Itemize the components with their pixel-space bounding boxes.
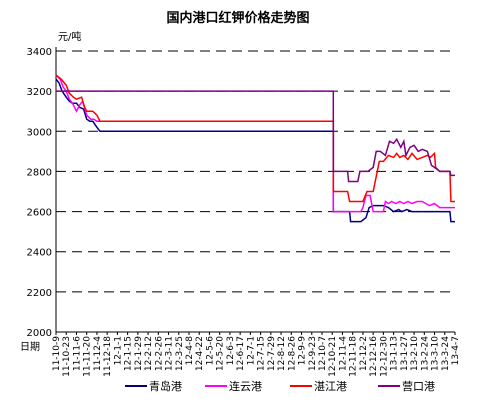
x-tick-label: 11-11-6 (72, 336, 82, 371)
x-tick-label: 11-10-9 (52, 336, 62, 371)
y-tick-label: 3200 (27, 87, 52, 98)
y-tick-label: 2000 (27, 328, 52, 339)
gridlines (56, 50, 455, 293)
x-tick-label: 12-3-11 (165, 336, 175, 371)
y-axis-unit-label: 元/吨 (58, 30, 81, 43)
x-tick-label: 13-3-10 (431, 336, 441, 371)
series-line-青岛港 (55, 78, 455, 223)
x-tick-label: 13-4-7 (451, 336, 461, 365)
series-line-营口港 (56, 90, 455, 183)
x-tick-label: 12-4-22 (195, 336, 205, 371)
x-tick-label: 12-7-29 (267, 336, 277, 371)
x-tick-label: 12-11-18 (349, 336, 359, 377)
x-tick-label: 12-12-2 (359, 336, 369, 371)
series-line-湛江港 (55, 74, 455, 203)
x-axis: 11-10-9 11-10-23 11-11-6 11-11-20 11-12-4 11-… (52, 331, 461, 377)
y-tick-label: 2800 (27, 167, 52, 178)
series-lines (55, 74, 455, 223)
x-tick-label: 11-10-23 (62, 336, 72, 377)
x-tick-label: 12-10-7 (318, 336, 328, 371)
x-tick-label: 12-1-1 (113, 336, 123, 365)
x-tick-label: 12-7-1 (246, 336, 256, 365)
x-tick-label: 12-12-30 (379, 336, 389, 377)
x-tick-label: 12-9-23 (308, 336, 318, 371)
x-tick-label: 12-2-12 (144, 336, 154, 371)
y-tick-label: 2400 (27, 248, 52, 259)
y-axis: 2000 2200 2400 2600 2800 3000 3200 3400 (27, 47, 57, 339)
x-tick-label: 12-5-6 (205, 336, 215, 366)
x-tick-label: 12-8-26 (287, 336, 297, 371)
x-tick-label: 12-6-17 (236, 336, 246, 371)
legend-label: 营口港 (402, 379, 435, 393)
x-tick-label: 12-10-21 (328, 336, 338, 377)
y-tick-label: 2200 (27, 288, 52, 299)
y-tick-label: 2600 (27, 208, 52, 219)
x-tick-label: 11-12-18 (103, 336, 113, 377)
x-tick-label: 12-6-3 (226, 336, 236, 365)
legend-label: 连云港 (229, 380, 262, 393)
x-tick-label: 12-8-12 (277, 336, 287, 371)
chart-title: 国内港口红钾价格走势图 (166, 10, 309, 26)
x-tick-label: 11-12-4 (93, 336, 103, 371)
x-tick-label: 13-1-13 (390, 336, 400, 371)
series-line-连云港 (55, 74, 455, 213)
x-tick-label: 12-7-15 (257, 336, 267, 371)
x-tick-label: 12-5-20 (216, 336, 226, 371)
x-tick-label: 13-2-10 (410, 336, 420, 371)
x-tick-label: 11-11-20 (83, 336, 93, 377)
x-tick-label: 12-11-4 (338, 336, 348, 371)
x-tick-label: 12-1-29 (134, 336, 144, 371)
y-tick-label: 3400 (27, 47, 52, 58)
x-tick-label: 12-4-8 (185, 336, 195, 366)
y-tick-label: 3000 (27, 127, 52, 138)
legend-label: 湛江港 (314, 380, 347, 393)
legend: 青岛港 连云港 湛江港 营口港 (125, 379, 435, 393)
x-tick-label: 13-2-24 (420, 336, 430, 371)
x-tick-label: 13-1-27 (400, 336, 410, 371)
legend-label: 青岛港 (149, 379, 182, 393)
x-tick-label: 12-9-9 (298, 336, 308, 366)
x-tick-label: 12-3-25 (175, 336, 185, 371)
x-tick-label: 12-12-16 (369, 336, 379, 377)
x-axis-label: 日期 (20, 341, 40, 353)
x-tick-label: 12-2-26 (154, 336, 164, 371)
x-tick-label: 12-1-15 (124, 336, 134, 371)
x-tick-label: 13-3-24 (441, 336, 451, 371)
